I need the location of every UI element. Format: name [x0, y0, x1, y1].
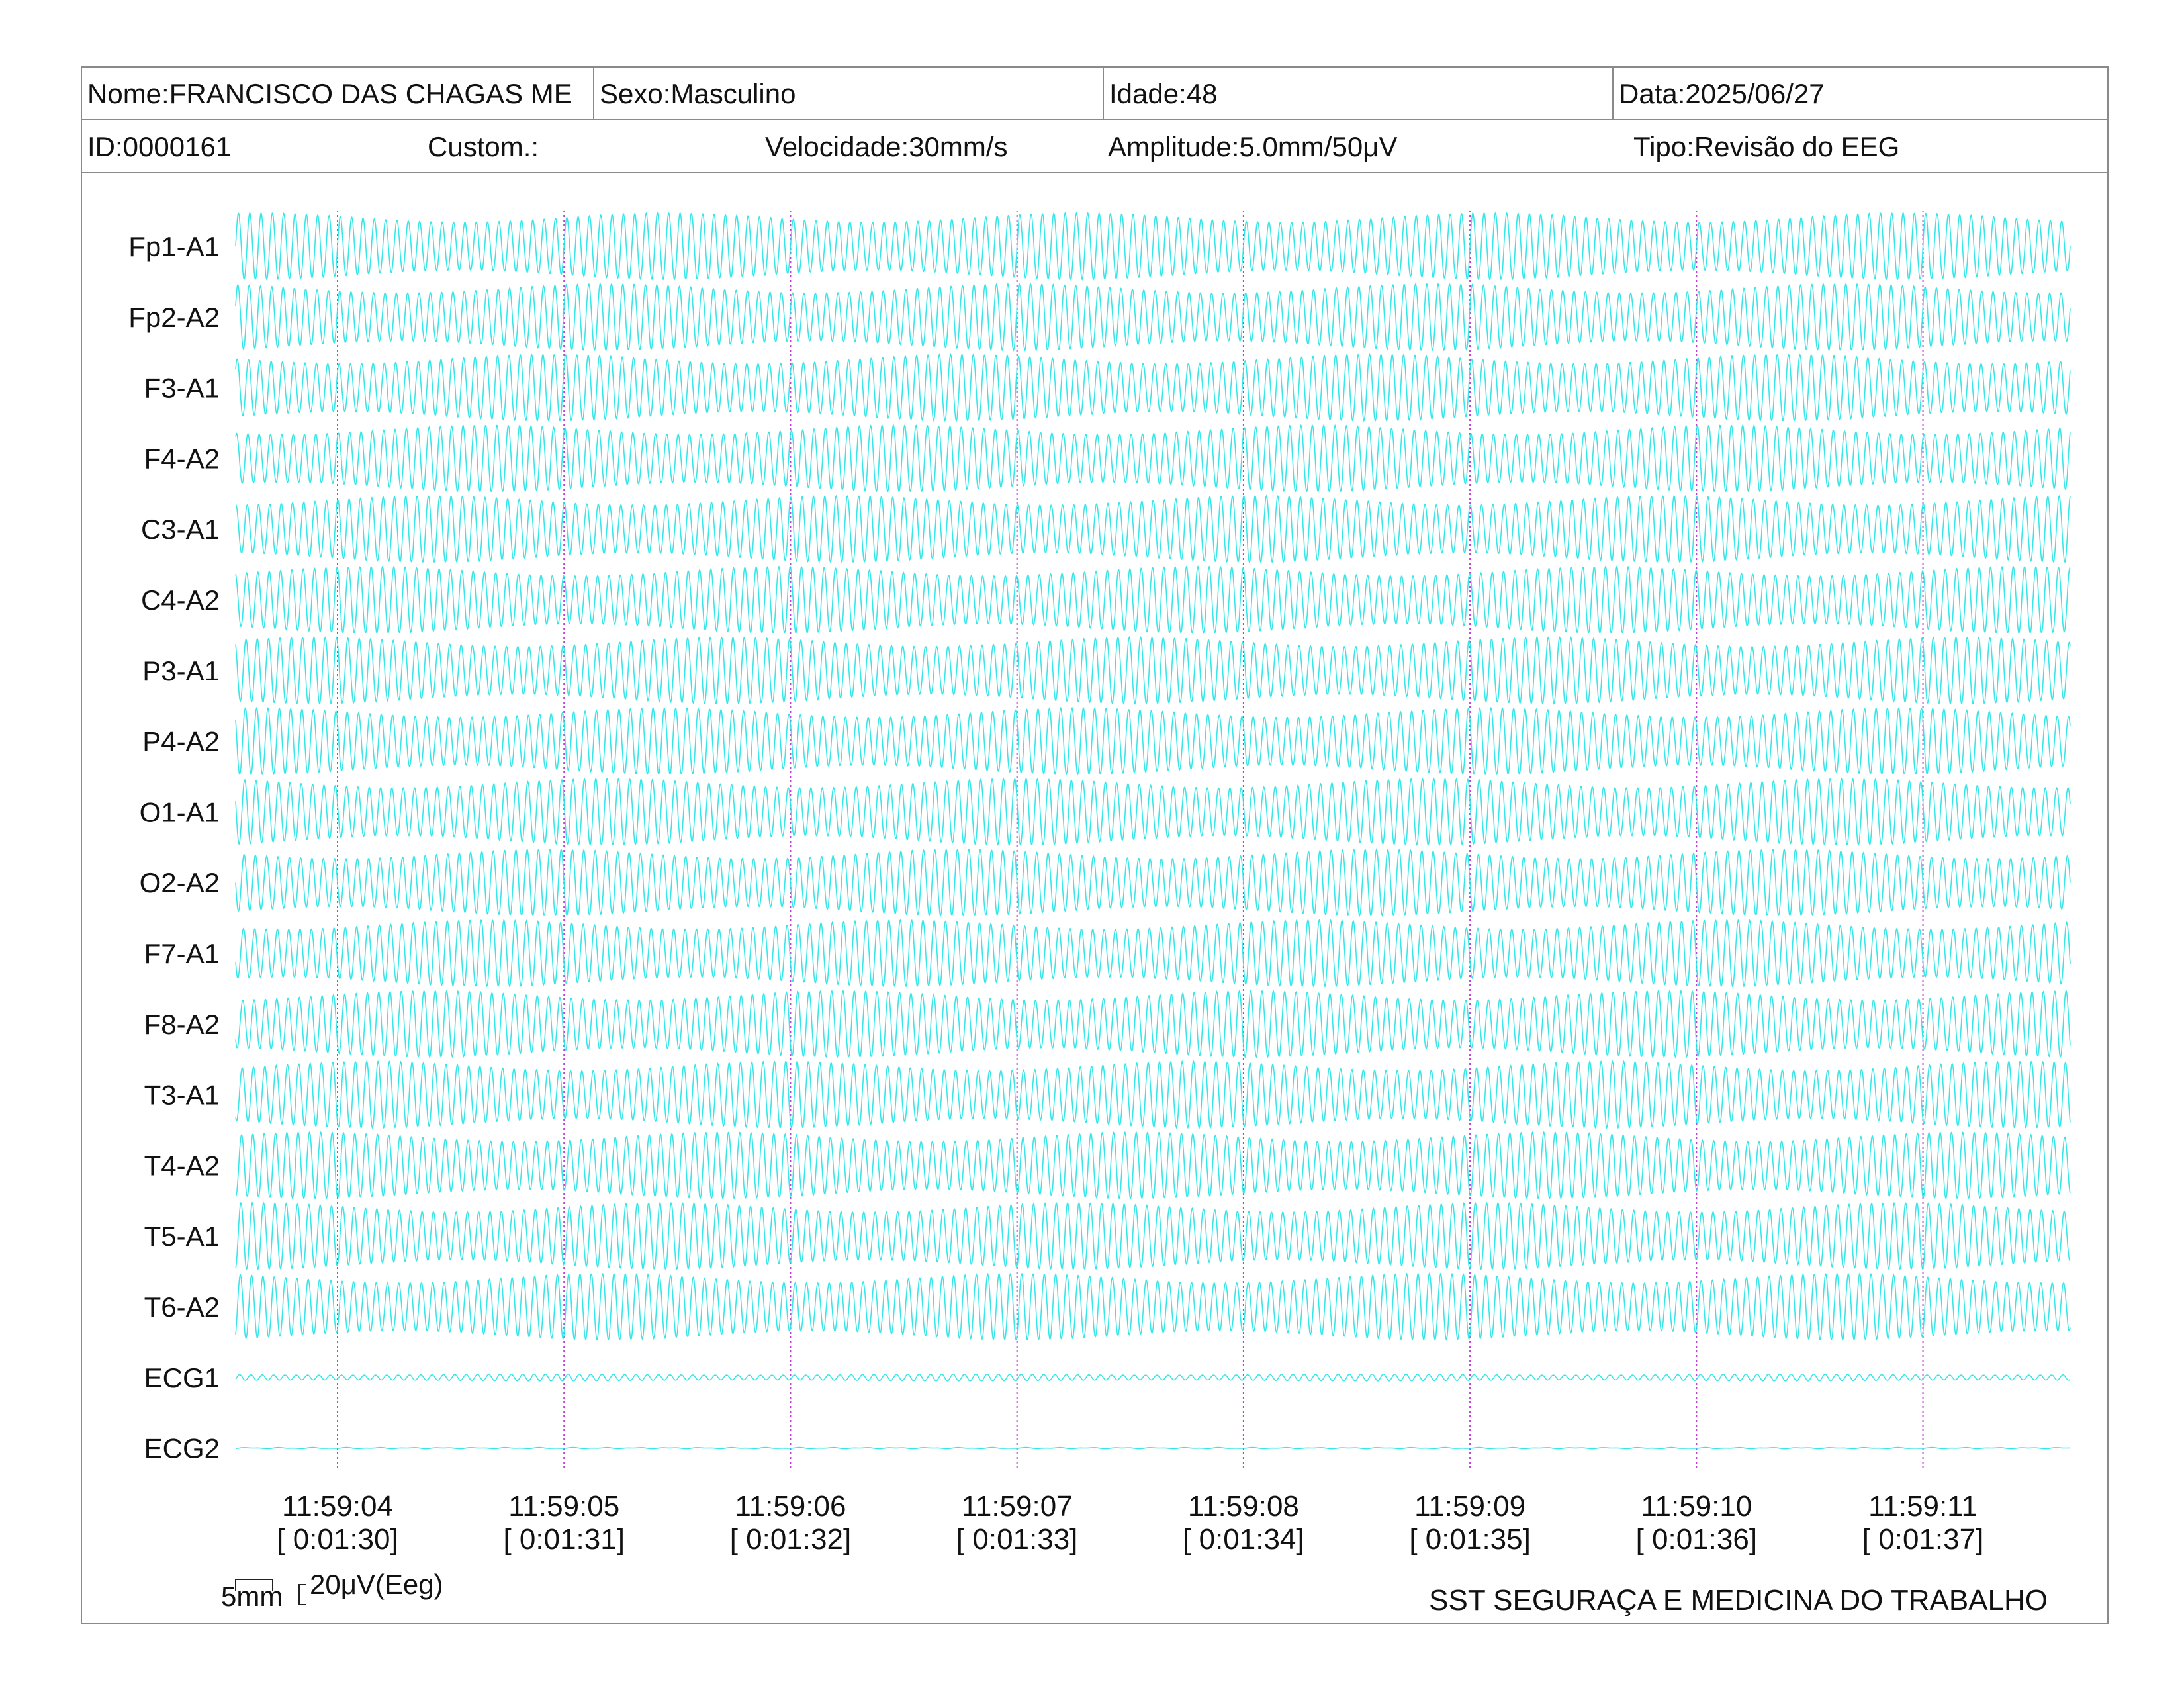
patient-sex: Sexo:Masculino	[593, 68, 1103, 119]
channel-label: ECG2	[144, 1433, 220, 1464]
channel-labels: Fp1-A1 Fp2-A2 F3-A1 F4-A2 C3-A1 C4-A2 P3-A1 P4-…	[128, 231, 220, 1464]
time-label: 11:59:04	[282, 1490, 393, 1523]
time-labels: 11:59:04[ 0:01:30] 11:59:05[ 0:01:31] 11:5…	[277, 1490, 1983, 1556]
patient-name: Nome:FRANCISCO DAS CHAGAS ME	[87, 78, 572, 109]
channel-label: F7-A1	[144, 938, 220, 969]
channel-trace	[235, 635, 2071, 705]
scale-bar-vertical	[298, 1584, 306, 1605]
header-row-2: ID:0000161 Custom.: Velocidade:30mm/s Am…	[82, 120, 2107, 173]
elapsed-label: [ 0:01:31]	[503, 1523, 624, 1556]
channel-trace	[235, 212, 2071, 281]
recording-amplitude: Amplitude:5.0mm/50μV	[1108, 131, 1398, 162]
time-label: 11:59:08	[1188, 1490, 1299, 1523]
channel-label: O2-A2	[140, 867, 220, 898]
time-label: 11:59:06	[735, 1490, 846, 1523]
channel-trace	[235, 848, 2071, 917]
elapsed-label: [ 0:01:34]	[1183, 1523, 1304, 1556]
channel-label: T5-A1	[144, 1221, 220, 1252]
scale-label-mm: 5mm	[221, 1581, 283, 1612]
report-frame: Nome:FRANCISCO DAS CHAGAS ME Sexo:Mascul…	[81, 66, 2109, 1624]
elapsed-label: [ 0:01:37]	[1862, 1523, 1983, 1556]
channel-trace	[235, 1272, 2071, 1341]
scale-bar: 5mm 20μV(Eeg)	[221, 1569, 443, 1612]
scale-label-uv: 20μV(Eeg)	[310, 1569, 443, 1600]
channel-trace	[235, 989, 2071, 1058]
elapsed-label: [ 0:01:30]	[277, 1523, 398, 1556]
channel-label: T3-A1	[144, 1080, 220, 1111]
channel-trace	[235, 1201, 2071, 1271]
channel-trace	[235, 494, 2071, 564]
channel-trace	[235, 777, 2071, 847]
channel-label: T6-A2	[144, 1291, 220, 1323]
channel-label: C3-A1	[141, 514, 220, 545]
eeg-traces	[235, 212, 2071, 1450]
scale-bar-horizontal	[235, 1579, 273, 1591]
channel-label: F8-A2	[144, 1009, 220, 1040]
patient-id: ID:0000161	[87, 131, 232, 162]
channel-trace	[235, 1446, 2071, 1450]
channel-label: C4-A2	[141, 585, 220, 616]
exam-type: Tipo:Revisão do EEG	[1633, 131, 1900, 162]
elapsed-label: [ 0:01:36]	[1636, 1523, 1757, 1556]
time-label: 11:59:10	[1641, 1490, 1752, 1523]
channel-label: T4-A2	[144, 1150, 220, 1181]
time-label: 11:59:07	[962, 1490, 1073, 1523]
elapsed-label: [ 0:01:33]	[956, 1523, 1077, 1556]
channel-label: P4-A2	[142, 726, 220, 757]
channel-label: F4-A2	[144, 443, 220, 474]
channel-label: Fp1-A1	[128, 231, 220, 262]
channel-trace	[235, 282, 2071, 352]
time-markers	[337, 211, 1924, 1471]
organization-name: SST SEGURAÇA E MEDICINA DO TRABALHO	[1429, 1584, 2048, 1617]
elapsed-label: [ 0:01:32]	[730, 1523, 851, 1556]
channel-label: ECG1	[144, 1362, 220, 1393]
channel-trace	[235, 919, 2071, 988]
channel-label: O1-A1	[140, 796, 220, 827]
channel-trace	[235, 1373, 2071, 1382]
exam-date: Data:2025/06/27	[1612, 68, 2107, 119]
channel-trace	[235, 1060, 2071, 1129]
elapsed-label: [ 0:01:35]	[1409, 1523, 1530, 1556]
channel-trace	[235, 424, 2071, 493]
channel-label: Fp2-A2	[128, 302, 220, 333]
recording-speed: Velocidade:30mm/s	[765, 131, 1008, 162]
channel-trace	[235, 706, 2071, 776]
time-label: 11:59:09	[1414, 1490, 1525, 1523]
header-row-1: Nome:FRANCISCO DAS CHAGAS ME Sexo:Mascul…	[82, 68, 2107, 120]
channel-trace	[235, 565, 2071, 634]
channel-label: F3-A1	[144, 373, 220, 404]
channel-trace	[235, 1131, 2071, 1200]
patient-age: Idade:48	[1103, 68, 1612, 119]
time-label: 11:59:11	[1868, 1490, 1978, 1523]
channel-label: P3-A1	[142, 655, 220, 686]
channel-trace	[235, 353, 2071, 422]
custom-field: Custom.:	[428, 131, 539, 162]
time-label: 11:59:05	[508, 1490, 619, 1523]
